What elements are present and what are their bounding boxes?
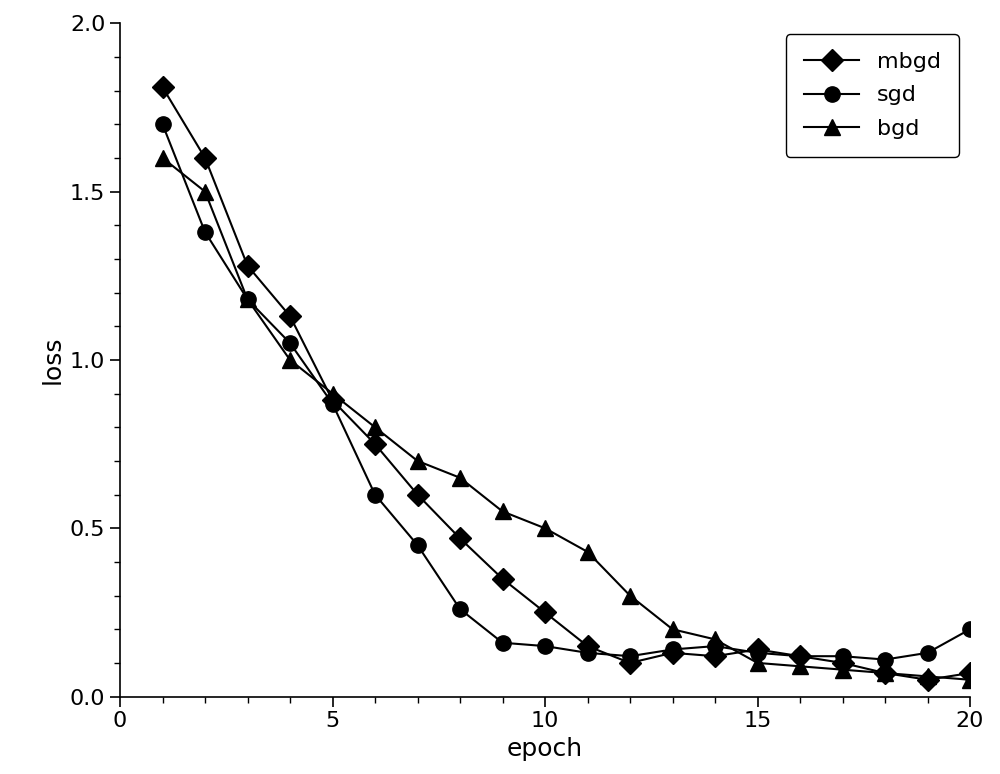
sgd: [326, 399, 338, 409]
mbgd: [709, 652, 721, 661]
bgd: [582, 547, 594, 557]
Line: mbgd: mbgd: [155, 80, 978, 687]
bgd: [836, 665, 848, 674]
bgd: [709, 635, 721, 644]
bgd: [412, 457, 424, 466]
sgd: [752, 648, 764, 657]
mbgd: [539, 608, 551, 617]
sgd: [624, 652, 636, 661]
sgd: [794, 652, 806, 661]
bgd: [369, 423, 381, 432]
sgd: [922, 648, 934, 657]
sgd: [709, 642, 721, 651]
bgd: [284, 355, 296, 365]
X-axis label: epoch: epoch: [507, 737, 583, 761]
mbgd: [582, 642, 594, 651]
Line: bgd: bgd: [154, 149, 978, 688]
sgd: [879, 655, 891, 664]
mbgd: [326, 396, 338, 405]
mbgd: [964, 669, 976, 678]
Legend: mbgd, sgd, bgd: mbgd, sgd, bgd: [786, 34, 959, 156]
mbgd: [624, 658, 636, 667]
mbgd: [156, 83, 168, 92]
bgd: [752, 658, 764, 667]
sgd: [284, 338, 296, 348]
sgd: [964, 625, 976, 634]
sgd: [497, 638, 509, 647]
sgd: [412, 540, 424, 550]
mbgd: [879, 669, 891, 678]
mbgd: [199, 153, 211, 163]
sgd: [199, 228, 211, 237]
mbgd: [369, 440, 381, 449]
mbgd: [752, 645, 764, 654]
bgd: [922, 672, 934, 681]
sgd: [666, 645, 678, 654]
mbgd: [242, 261, 254, 270]
Line: sgd: sgd: [155, 117, 978, 667]
mbgd: [412, 490, 424, 499]
bgd: [199, 187, 211, 197]
bgd: [242, 295, 254, 304]
Y-axis label: loss: loss: [40, 336, 64, 384]
mbgd: [497, 574, 509, 584]
sgd: [156, 120, 168, 129]
sgd: [369, 490, 381, 499]
bgd: [539, 523, 551, 533]
sgd: [242, 295, 254, 304]
mbgd: [836, 658, 848, 667]
mbgd: [794, 652, 806, 661]
sgd: [836, 652, 848, 661]
mbgd: [284, 311, 296, 320]
mbgd: [454, 534, 466, 543]
bgd: [964, 675, 976, 684]
bgd: [879, 669, 891, 678]
bgd: [326, 389, 338, 398]
bgd: [454, 473, 466, 482]
sgd: [539, 642, 551, 651]
bgd: [156, 153, 168, 163]
sgd: [582, 648, 594, 657]
mbgd: [922, 675, 934, 684]
bgd: [497, 507, 509, 516]
bgd: [666, 625, 678, 634]
mbgd: [666, 648, 678, 657]
sgd: [454, 604, 466, 614]
bgd: [624, 591, 636, 601]
bgd: [794, 662, 806, 671]
